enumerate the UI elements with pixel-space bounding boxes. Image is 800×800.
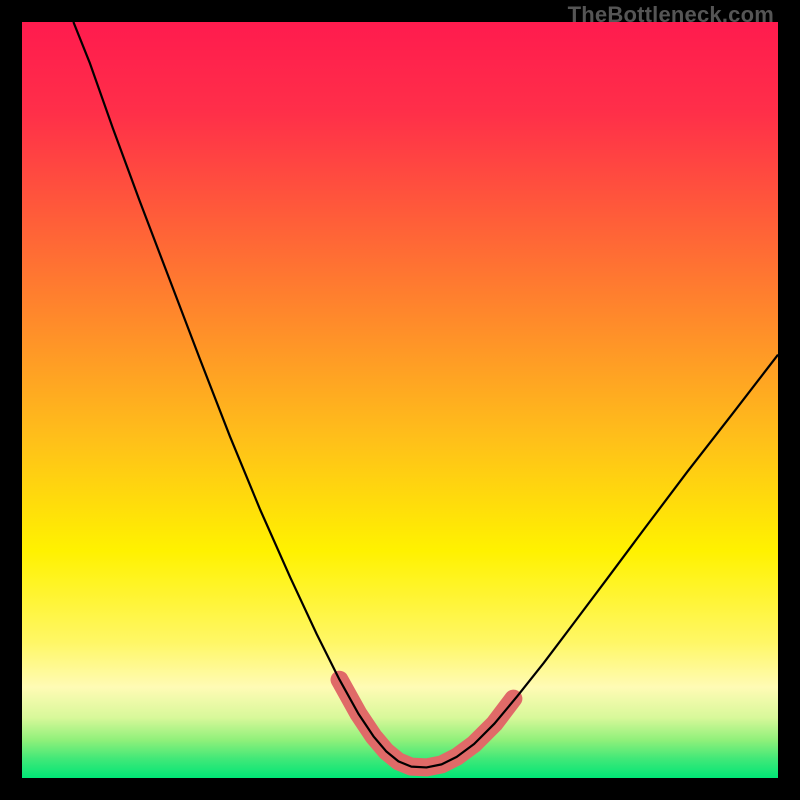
bottleneck-main-curve: [73, 22, 778, 767]
watermark-text: TheBottleneck.com: [568, 2, 774, 28]
curve-layer: [22, 22, 778, 778]
plot-area: [22, 22, 778, 778]
chart-container: TheBottleneck.com: [0, 0, 800, 800]
